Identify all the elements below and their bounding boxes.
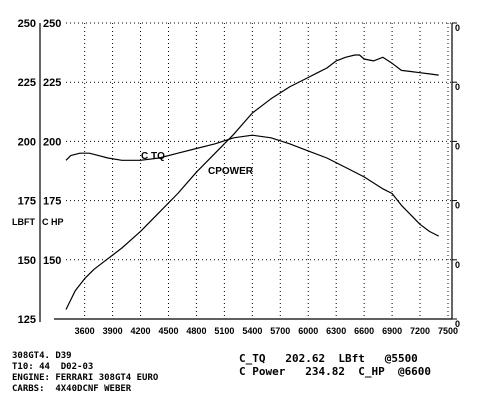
peak-torque-summary: C_TQ 202.62 LBft @5500 — [239, 352, 418, 365]
y-tick-label-inner: 175 — [43, 196, 61, 208]
annotation-power: CPOWER — [208, 166, 254, 177]
x-tick-label: 7200 — [410, 326, 430, 336]
run-id: T10: 44 D02-03 — [12, 362, 94, 372]
x-tick-label: 3900 — [103, 326, 123, 336]
right-tick-label: 0 — [455, 201, 460, 211]
x-tick-label: 3600 — [75, 326, 95, 336]
annotation-torque: C TQ — [141, 151, 165, 162]
y-tick-label-inner: 150 — [43, 255, 61, 267]
x-tick-label: 6600 — [354, 326, 374, 336]
right-tick-label: 0 — [455, 319, 460, 329]
run-info-footer: 308GT4. D39 T10: 44 D02-03 ENGINE: FERRA… — [0, 345, 500, 413]
axes — [39, 22, 457, 322]
series-line-c-tq — [65, 134, 439, 237]
engine-info: ENGINE: FERRARI 308GT4 EURO — [12, 373, 159, 383]
series-layer — [65, 54, 439, 310]
vehicle-id: 308GT4. D39 — [12, 351, 72, 361]
y-tick-label-inner: 200 — [43, 136, 61, 148]
x-tick-label: 6000 — [298, 326, 318, 336]
right-tick-label: 0 — [455, 141, 460, 151]
x-tick-label: 4800 — [186, 326, 206, 336]
x-tick-label: 6300 — [326, 326, 346, 336]
peak-power-summary: C Power 234.82 C_HP @6600 — [239, 365, 432, 378]
x-tick-label: 5400 — [242, 326, 262, 336]
y-axis-label-outer: LBFT — [12, 217, 35, 227]
grid — [66, 22, 452, 320]
x-tick-label: 5700 — [270, 326, 290, 336]
y-tick-label-inner: 250 — [43, 18, 61, 30]
dyno-chart-svg: 125 150 150 175 175 200 200 225 225 250 250 LBFT C H… — [12, 18, 460, 336]
y-tick-label-outer: 125 — [18, 314, 36, 326]
y-tick-label-outer: 175 — [18, 196, 36, 208]
right-tick-label: 0 — [455, 82, 460, 92]
y-axis-label-inner: C HP — [42, 217, 64, 227]
x-tick-label: 4200 — [131, 326, 151, 336]
labels: 125 150 150 175 175 200 200 225 225 250 250 LBFT C H… — [12, 18, 460, 336]
x-tick-label: 7500 — [438, 326, 458, 336]
carbs-info: CARBS: 4X40DCNF WEBER — [12, 384, 132, 394]
x-tick-label: 5100 — [214, 326, 234, 336]
dyno-chart: 125 150 150 175 175 200 200 225 225 250 250 LBFT C H… — [12, 18, 460, 336]
right-tick-label: 0 — [455, 23, 460, 33]
y-tick-label-outer: 225 — [18, 77, 36, 89]
x-tick-label: 4500 — [158, 326, 178, 336]
right-tick-label: 0 — [455, 260, 460, 270]
y-tick-label-outer: 150 — [18, 255, 36, 267]
y-tick-label-outer: 200 — [18, 136, 36, 148]
y-tick-label-outer: 250 — [18, 18, 36, 30]
x-tick-label: 6900 — [382, 326, 402, 336]
series-line-cpower — [65, 54, 439, 310]
y-tick-label-inner: 225 — [43, 77, 61, 89]
